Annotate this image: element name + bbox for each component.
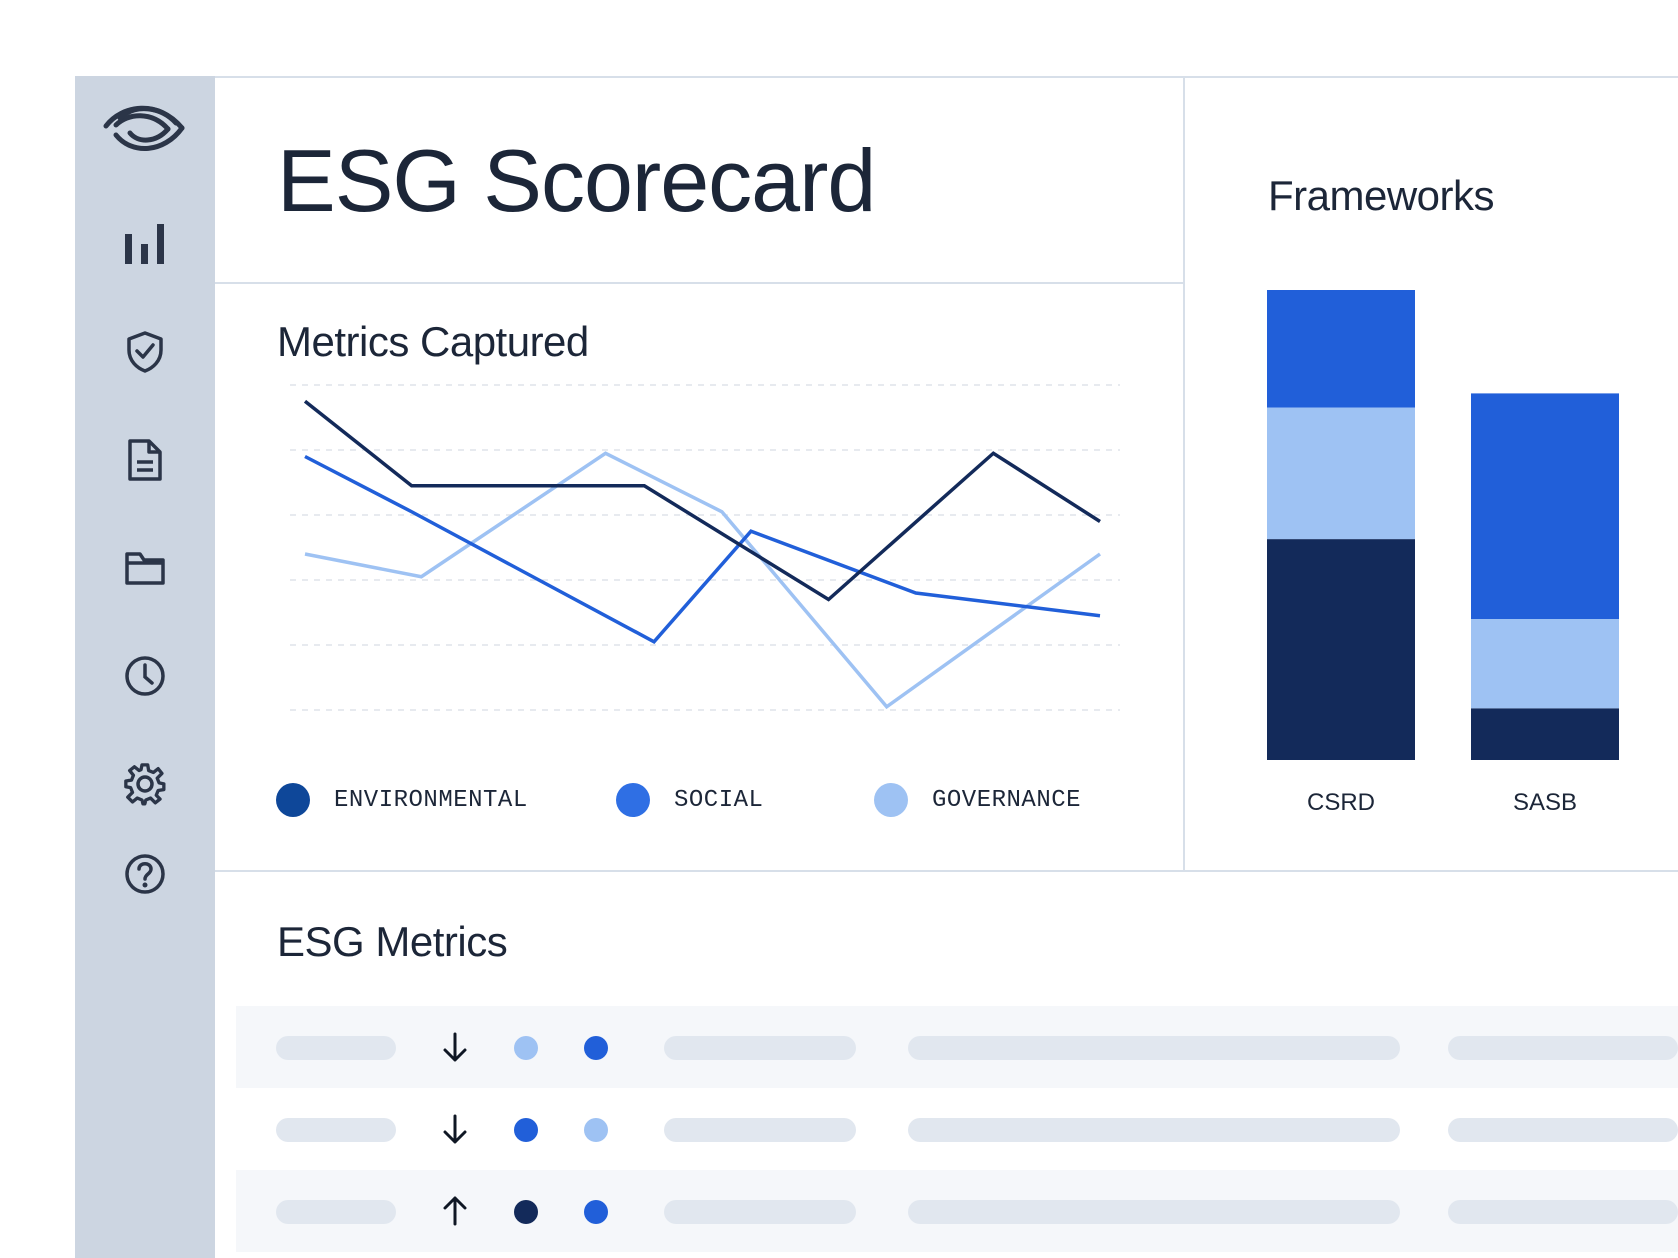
clock-icon[interactable] [75,646,215,706]
legend-item-environmental[interactable]: ENVIRONMENTAL [276,780,528,820]
series-line-governance[interactable] [304,451,1102,710]
help-icon[interactable] [75,844,215,904]
sidebar [75,76,215,1258]
series-line-social[interactable] [304,454,1101,644]
bar-segment-sasb-1[interactable] [1471,619,1619,709]
table-row[interactable] [236,1006,1678,1088]
panel-vertical-divider [1183,76,1185,872]
placeholder-cell [908,1036,1400,1060]
legend-item-social[interactable]: SOCIAL [616,780,763,820]
placeholder-cell [664,1118,856,1142]
legend-item-governance[interactable]: GOVERNANCE [874,780,1081,820]
arrow-down-icon [443,1032,467,1062]
chart-legend: ENVIRONMENTAL SOCIAL GOVERNANCE [276,780,1136,820]
status-dot-2 [584,1118,608,1142]
bar-segment-csrd-2[interactable] [1267,290,1415,408]
frameworks-bar-chart: CSRD SASB [1267,290,1619,816]
metrics-line-chart [290,384,1120,711]
status-dot-1 [514,1118,538,1142]
legend-label: ENVIRONMENTAL [334,786,528,814]
frame-top-divider [215,76,1678,78]
placeholder-cell [1448,1036,1678,1060]
gear-icon[interactable] [75,754,215,814]
placeholder-cell [664,1200,856,1224]
placeholder-cell [1448,1118,1678,1142]
table-row[interactable] [236,1170,1678,1252]
bar-segment-sasb-2[interactable] [1471,393,1619,619]
placeholder-cell [664,1036,856,1060]
frameworks-title: Frameworks [1268,172,1495,219]
bar-segment-csrd-1[interactable] [1267,407,1415,540]
legend-dot-environmental [276,783,310,817]
document-icon[interactable] [75,430,215,490]
status-dot-1 [514,1036,538,1060]
legend-label: GOVERNANCE [932,786,1082,814]
legend-dot-social [616,783,650,817]
status-dot-2 [584,1036,608,1060]
bar-segment-csrd-0[interactable] [1267,539,1415,760]
title-divider [215,282,1185,284]
placeholder-cell [1448,1200,1678,1224]
esg-metrics-table [236,1006,1678,1252]
placeholder-cell [276,1200,396,1224]
page-title: ESG Scorecard [277,131,876,230]
placeholder-cell [276,1118,396,1142]
status-dot-1 [514,1200,538,1224]
folder-icon[interactable] [75,538,215,598]
bar-chart-icon[interactable] [75,214,215,274]
series-line-environmental[interactable] [303,399,1101,602]
placeholder-cell [908,1200,1400,1224]
legend-label: SOCIAL [674,786,764,814]
status-dot-2 [584,1200,608,1224]
brand-logo-icon[interactable] [75,98,215,158]
metrics-captured-title: Metrics Captured [277,318,589,365]
arrow-down-icon [443,1114,467,1144]
arrow-up-icon [443,1196,467,1226]
placeholder-cell [908,1118,1400,1142]
esg-metrics-title: ESG Metrics [277,918,508,965]
panel-horizontal-divider [215,870,1678,872]
legend-dot-governance [874,783,908,817]
placeholder-cell [276,1036,396,1060]
table-row[interactable] [236,1088,1678,1170]
bar-segment-sasb-0[interactable] [1471,708,1619,760]
bar-category-label: SASB [1513,789,1577,816]
shield-check-icon[interactable] [75,322,215,382]
bar-category-label: CSRD [1307,789,1375,816]
